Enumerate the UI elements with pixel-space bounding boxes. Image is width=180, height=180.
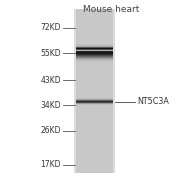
Text: 34KD: 34KD (40, 101, 61, 110)
Text: 43KD: 43KD (40, 76, 61, 85)
Text: 17KD: 17KD (41, 160, 61, 169)
Text: 55KD: 55KD (40, 49, 61, 58)
Text: Mouse heart: Mouse heart (83, 4, 140, 14)
Bar (76, 9, 113, 173)
Text: 72KD: 72KD (41, 23, 61, 32)
Text: NT5C3A: NT5C3A (137, 97, 169, 106)
Bar (74, 9, 115, 173)
Text: 26KD: 26KD (41, 126, 61, 135)
